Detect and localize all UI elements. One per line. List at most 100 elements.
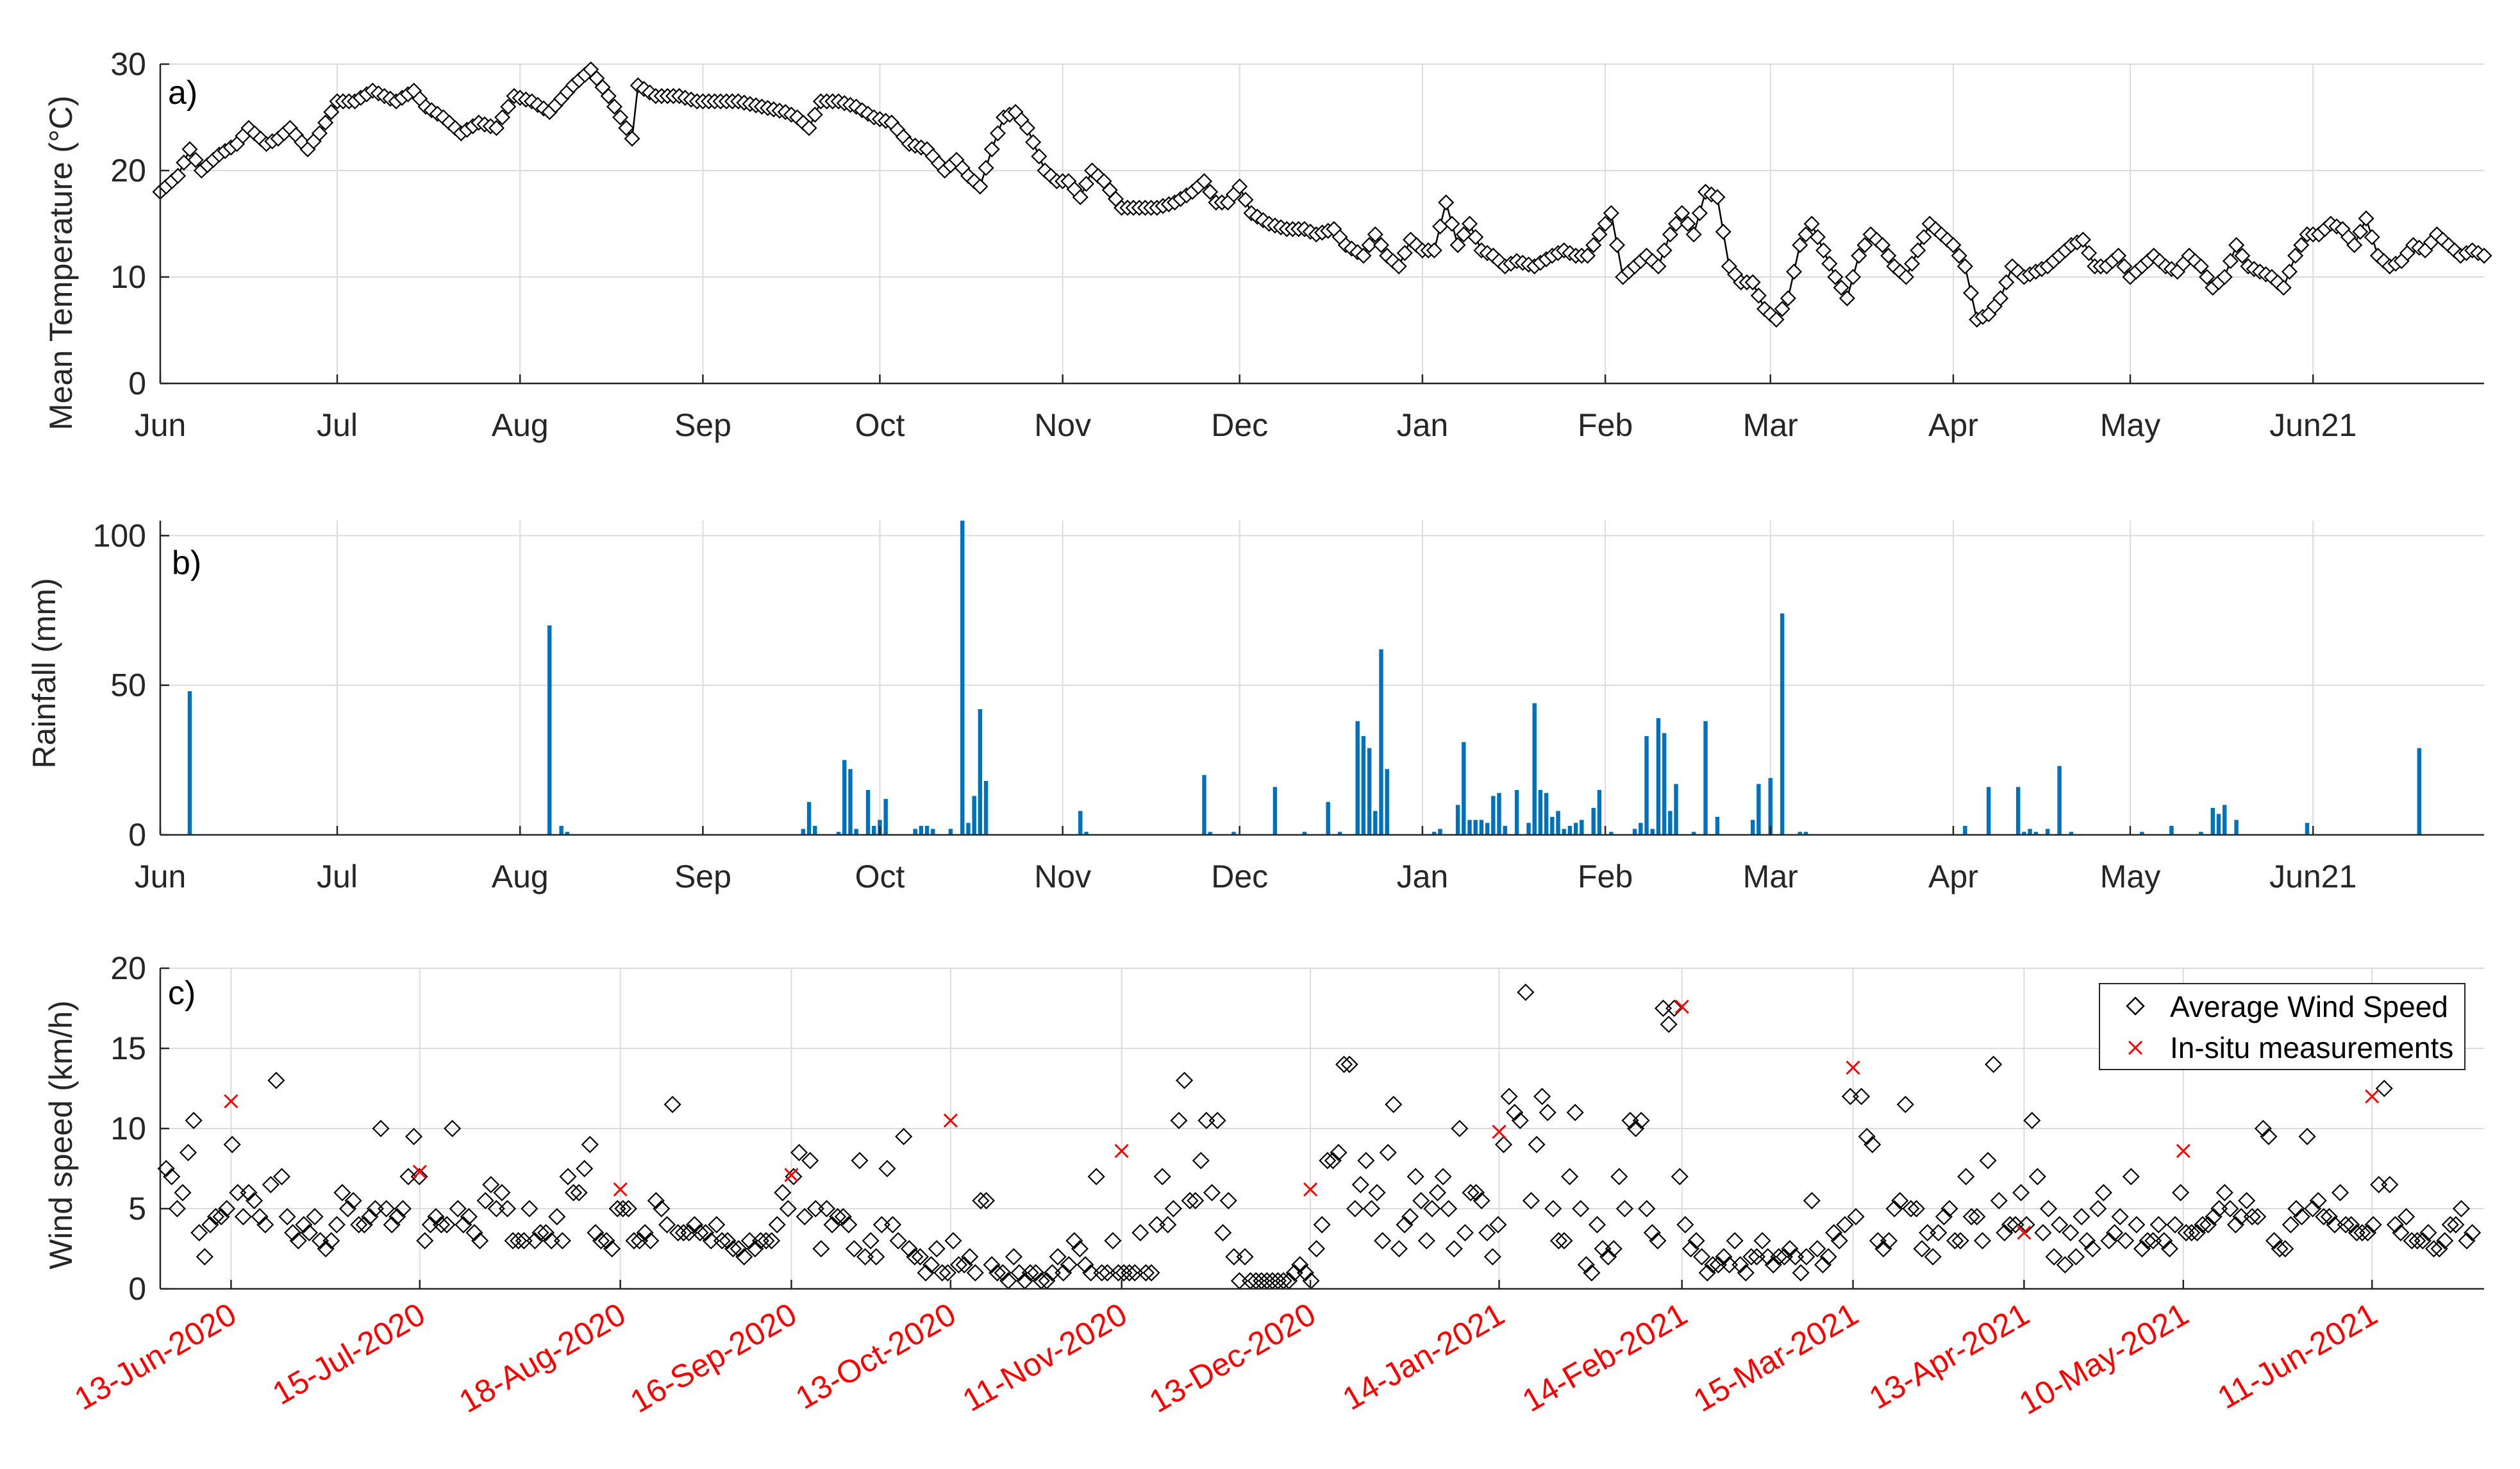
wind-speed-point [378, 1200, 396, 1218]
wind-speed-point [2265, 1232, 2283, 1250]
rainfall-bar [813, 826, 817, 835]
wind-speed-point [2221, 1200, 2239, 1218]
temperature-point [1361, 237, 1378, 253]
wind-speed-point [587, 1223, 605, 1242]
wind-speed-point [1930, 1223, 1948, 1242]
wind-speed-point [1340, 1055, 1358, 1073]
wind-speed-point [493, 1184, 511, 1202]
wind-speed-point [1335, 1055, 1353, 1073]
wind-speed-point [972, 1191, 990, 1210]
rainfall-bar [1479, 819, 1484, 835]
wind-ytick-label: 10 [110, 1111, 146, 1146]
rainfall-bar [1462, 742, 1466, 835]
rainfall-bar [1662, 733, 1667, 835]
rainfall-xtick-label: Oct [855, 859, 905, 894]
wind-speed-point [1698, 1264, 1716, 1282]
wind-speed-point [1522, 1191, 1540, 1210]
wind-speed-point [388, 1207, 406, 1226]
wind-speed-point [1649, 1232, 1667, 1250]
wind-speed-point [1539, 1104, 1556, 1121]
rainfall-bar [1632, 828, 1637, 835]
wind-speed-point [185, 1111, 203, 1130]
temperature-point [1072, 189, 1089, 206]
wind-speed-point [1588, 1216, 1606, 1234]
temperature-point [1951, 248, 1967, 264]
wind-speed-point [438, 1216, 456, 1234]
temperature-point [2081, 245, 2098, 262]
temperature-point [2110, 248, 2127, 264]
wind-speed-point [2111, 1207, 2129, 1226]
rainfall-bar [1674, 784, 1678, 835]
wind-speed-point [2183, 1223, 2201, 1242]
temperature-point [1019, 120, 1036, 137]
wind-speed-point [1973, 1232, 1992, 1250]
wind-ytick-label: 20 [110, 950, 146, 986]
wind-speed-point [531, 1223, 549, 1242]
rainfall-bar [1703, 721, 1708, 835]
rainfall-bar [1597, 790, 1602, 835]
rainfall-bar [1756, 784, 1761, 835]
wind-speed-point [1131, 1223, 1149, 1242]
wind-speed-point [1555, 1232, 1573, 1250]
rainfall-bar [919, 826, 924, 835]
wind-speed-point [1291, 1255, 1309, 1274]
in-situ-point [2176, 1143, 2190, 1159]
wind-speed-point [977, 1191, 996, 1210]
temperature-point [1603, 205, 1619, 221]
rainfall-bar [1715, 817, 1720, 835]
wind-speed-point [2128, 1216, 2146, 1234]
wind-speed-point [1027, 1264, 1045, 1282]
rainfall-bar [1591, 808, 1596, 835]
temperature-point [1231, 178, 1248, 195]
wind-speed-point [1737, 1264, 1755, 1282]
wind-speed-point [1880, 1232, 1898, 1250]
wind-speed-point [746, 1239, 764, 1258]
wind-speed-point [1417, 1232, 1435, 1250]
temperature-point [317, 114, 334, 131]
wind-speed-point [1170, 1111, 1188, 1130]
wind-speed-point [2045, 1248, 2063, 1266]
in-situ-point [2017, 1225, 2032, 1240]
rainfall-bar [1302, 832, 1307, 835]
wind-speed-point [1049, 1248, 1067, 1266]
wind-speed-point [642, 1232, 660, 1250]
in-situ-point [784, 1168, 799, 1182]
rainfall-bar [2216, 814, 2221, 835]
wind-speed-point [2381, 1175, 2399, 1194]
rainfall-bar [1355, 721, 1360, 835]
wind-speed-point [344, 1191, 362, 1210]
wind-speed-point [1913, 1239, 1931, 1258]
wind-speed-point [405, 1127, 423, 1146]
wind-speed-point [1764, 1255, 1782, 1274]
wind-speed-point [2419, 1223, 2437, 1242]
wind-speed-point [570, 1184, 588, 1202]
rainfall-bar [1503, 826, 1507, 835]
rainfall-bar [883, 799, 888, 835]
rainfall-bar [1473, 819, 1478, 835]
wind-speed-point [1962, 1207, 1980, 1226]
wind-speed-point [1990, 1191, 2008, 1210]
wind-speed-point [851, 1152, 869, 1170]
rainfall-bar [1798, 832, 1802, 835]
wind-speed-point [1445, 1239, 1463, 1258]
rainfall-bar [872, 826, 876, 835]
wind-speed-point [1121, 1264, 1139, 1282]
wind-speed-point [1985, 1055, 2003, 1073]
rainfall-bar [2305, 823, 2310, 835]
wind-speed-point [691, 1223, 709, 1242]
in-situ-point [224, 1094, 238, 1109]
in-situ-point [2365, 1089, 2380, 1104]
rainfall-bar [1750, 819, 1755, 835]
temperature-point [600, 88, 617, 105]
wind-speed-point [1583, 1264, 1601, 1282]
temperature-point [1874, 237, 1891, 253]
rainfall-bar [801, 828, 806, 835]
rainfall-bar [2033, 832, 2038, 835]
wind-speed-point [444, 1120, 462, 1137]
temperature-point [2116, 258, 2133, 274]
wind-speed-point [1428, 1184, 1447, 1202]
wind-speed-point [2188, 1223, 2206, 1242]
wind-speed-point [2139, 1232, 2157, 1250]
wind-speed-point [1819, 1248, 1837, 1266]
wind-speed-point [2117, 1232, 2135, 1250]
